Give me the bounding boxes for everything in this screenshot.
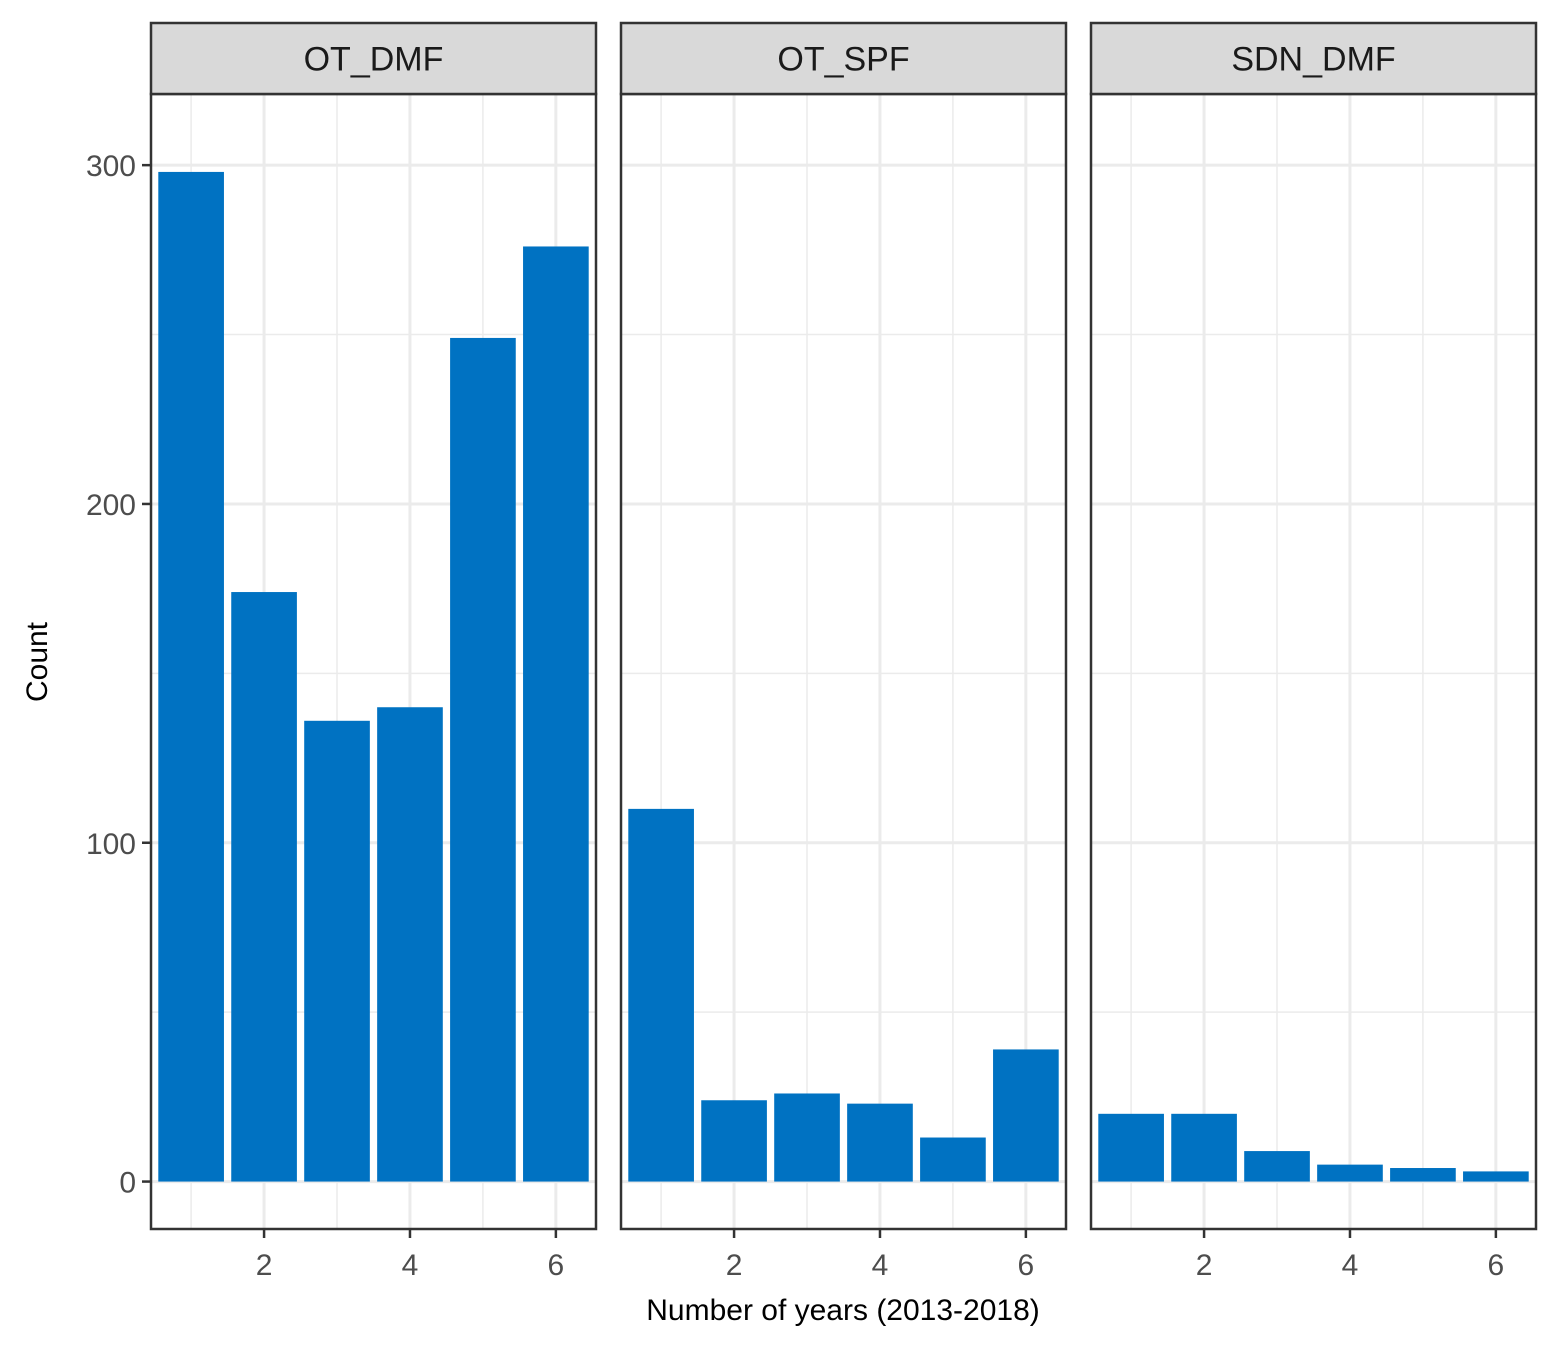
- bar-ot-dmf-6: [523, 246, 589, 1182]
- facet-strip: [149, 21, 598, 96]
- y-tick-label: 0: [119, 1167, 136, 1200]
- facet-strip: [619, 21, 1068, 96]
- x-axis-title: Number of years (2013-2018): [646, 1294, 1040, 1327]
- facet-strip-label: SDN_DMF: [1231, 41, 1395, 79]
- y-axis: 0 100 200 300: [86, 150, 151, 1200]
- y-tick-label: 300: [86, 150, 136, 183]
- x-tick-label: 4: [402, 1249, 419, 1282]
- x-tick-label: 6: [1018, 1249, 1035, 1282]
- panel-background: [1091, 94, 1536, 1229]
- y-axis-title: Count: [21, 621, 54, 702]
- bar-ot-dmf-4: [377, 707, 443, 1182]
- facet-strip-label: OT_DMF: [304, 41, 444, 79]
- panel-ot-spf: OT_SPF 2 4 6: [619, 21, 1068, 1282]
- x-tick-label: 2: [256, 1249, 273, 1282]
- x-tick-label: 2: [1196, 1249, 1213, 1282]
- bar-ot-spf-6: [993, 1049, 1059, 1182]
- panels-layer: OT_DMF 2 4 6 OT_SPF 2 4 6 SDN_DMF 2 4 6: [149, 21, 1538, 1282]
- bar-ot-dmf-3: [304, 720, 370, 1182]
- bar-ot-dmf-2: [231, 592, 297, 1182]
- bar-sdn-dmf-3: [1244, 1151, 1310, 1182]
- x-tick-label: 4: [872, 1249, 889, 1282]
- x-tick-label: 6: [548, 1249, 565, 1282]
- bar-sdn-dmf-4: [1317, 1164, 1383, 1182]
- panel-sdn-dmf: SDN_DMF 2 4 6: [1089, 21, 1538, 1282]
- bar-ot-spf-4: [847, 1103, 913, 1182]
- facet-strip: [1089, 21, 1538, 96]
- facet-strip-label: OT_SPF: [777, 41, 909, 79]
- bar-ot-spf-5: [920, 1137, 986, 1182]
- panel-ot-dmf: OT_DMF 2 4 6: [149, 21, 598, 1282]
- x-tick-label: 4: [1342, 1249, 1359, 1282]
- panel-background: [621, 94, 1066, 1229]
- bar-ot-spf-1: [628, 808, 694, 1182]
- x-tick-label: 2: [726, 1249, 743, 1282]
- bar-ot-spf-3: [774, 1093, 840, 1182]
- x-tick-label: 6: [1488, 1249, 1505, 1282]
- y-tick-label: 200: [86, 489, 136, 522]
- bar-ot-dmf-1: [158, 171, 224, 1182]
- bar-sdn-dmf-2: [1171, 1113, 1237, 1182]
- y-tick-label: 100: [86, 828, 136, 861]
- bar-ot-dmf-5: [450, 337, 516, 1182]
- bar-sdn-dmf-1: [1098, 1113, 1164, 1182]
- bar-ot-spf-2: [701, 1100, 767, 1182]
- bar-sdn-dmf-6: [1463, 1171, 1529, 1182]
- bar-sdn-dmf-5: [1390, 1168, 1456, 1182]
- panel-background: [151, 94, 596, 1229]
